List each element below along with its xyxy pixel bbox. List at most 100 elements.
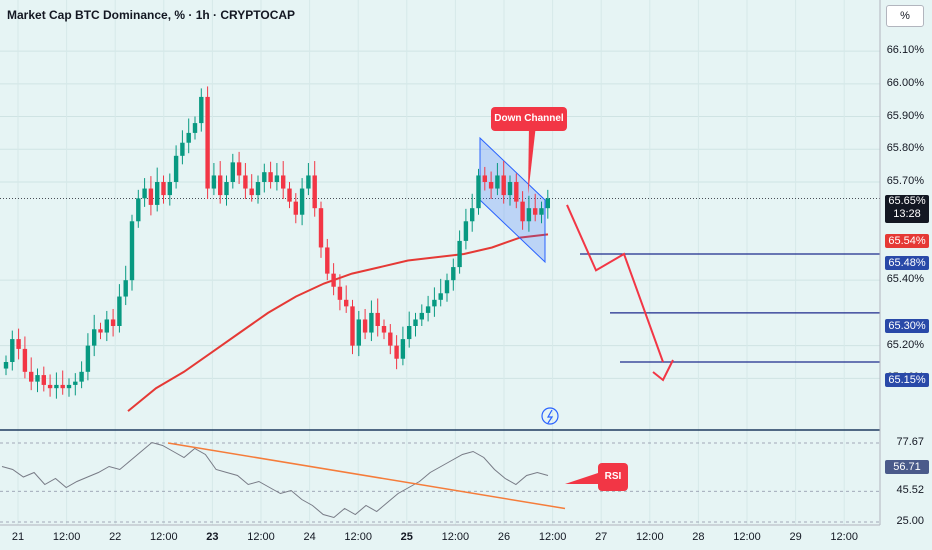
candle-body bbox=[205, 96, 210, 189]
projection-arrowhead bbox=[652, 359, 674, 382]
x-tick-label: 26 bbox=[497, 531, 511, 543]
ma-path bbox=[127, 233, 549, 412]
x-tick-label: 12:00 bbox=[344, 531, 372, 543]
x-tick-label: 12:00 bbox=[52, 531, 81, 543]
candle-body bbox=[167, 182, 172, 196]
candle-body bbox=[155, 182, 160, 205]
candle-body bbox=[514, 182, 519, 202]
candle-body bbox=[22, 348, 28, 372]
y-tick-label: 65.70% bbox=[886, 175, 924, 187]
rsi-callout: RSI bbox=[598, 463, 628, 491]
x-tick-label: 22 bbox=[109, 531, 122, 543]
candle-body bbox=[400, 339, 406, 359]
x-tick-label: 12:00 bbox=[441, 531, 470, 543]
candle-body bbox=[268, 172, 273, 182]
candle-body bbox=[73, 381, 78, 385]
candle-body bbox=[337, 286, 343, 300]
candle-body bbox=[350, 306, 355, 346]
candle-body bbox=[425, 306, 431, 313]
level-tag-3: 65.15% bbox=[885, 373, 929, 387]
rsi-trendline bbox=[167, 442, 566, 510]
candle-body bbox=[495, 175, 500, 189]
candle-body bbox=[117, 296, 122, 326]
rsi-tick-label: 25.00 bbox=[896, 515, 924, 527]
y-tick-label: 66.10% bbox=[886, 44, 924, 57]
candle-body bbox=[79, 371, 84, 382]
candle-body bbox=[136, 198, 141, 222]
rsi-tick-label: 45.52 bbox=[896, 484, 924, 497]
projection-path bbox=[566, 204, 674, 382]
candle-body bbox=[110, 319, 116, 326]
candle-body bbox=[451, 267, 456, 281]
candle-body bbox=[35, 375, 40, 382]
down-channel-callout: Down Channel bbox=[491, 107, 567, 131]
candle-body bbox=[224, 182, 229, 196]
candle-body bbox=[180, 142, 185, 156]
x-tick-label: 24 bbox=[303, 531, 316, 543]
candle-body bbox=[501, 175, 506, 196]
y-tick-label: 65.40% bbox=[886, 273, 924, 286]
candle-body bbox=[463, 221, 469, 241]
candle-body bbox=[236, 162, 242, 176]
candle-body bbox=[388, 332, 393, 346]
x-tick-label: 12:00 bbox=[636, 531, 664, 543]
candle-body bbox=[318, 208, 324, 248]
y-tick-label: 66.00% bbox=[886, 76, 924, 89]
candle-body bbox=[255, 182, 261, 196]
x-tick-label: 28 bbox=[692, 531, 705, 543]
candle-body bbox=[394, 345, 399, 359]
candle-body bbox=[218, 175, 223, 196]
candle-body bbox=[41, 375, 46, 385]
x-tick-label: 29 bbox=[789, 531, 802, 543]
candle-countdown: 13:28 bbox=[893, 208, 921, 220]
unit-toggle-button[interactable]: % bbox=[886, 5, 924, 27]
candle-body bbox=[85, 345, 91, 372]
candle-body bbox=[66, 384, 72, 389]
chart-title: Market Cap BTC Dominance, % · 1h · CRYPT… bbox=[7, 8, 296, 22]
candle-body bbox=[533, 208, 538, 215]
candle-body bbox=[507, 182, 513, 196]
candles bbox=[3, 86, 550, 399]
candle-body bbox=[299, 188, 305, 215]
candle-body bbox=[129, 221, 135, 281]
candle-body bbox=[381, 326, 387, 333]
candle-body bbox=[274, 175, 280, 182]
candle-body bbox=[312, 175, 317, 209]
candle-body bbox=[362, 319, 368, 333]
rsi-pane bbox=[0, 441, 880, 523]
candle-body bbox=[306, 175, 311, 189]
candle-body bbox=[331, 273, 336, 287]
rsi-current-tag: 56.71 bbox=[885, 460, 929, 474]
candle-body bbox=[438, 293, 443, 300]
candle-body bbox=[476, 175, 481, 209]
candle-body bbox=[520, 201, 525, 222]
ma-price-tag: 65.54% bbox=[885, 234, 929, 248]
candle-body bbox=[211, 175, 217, 189]
candle-body bbox=[488, 182, 494, 189]
candle-body bbox=[545, 198, 550, 209]
x-tick-label: 12:00 bbox=[830, 531, 858, 543]
replay-icon bbox=[541, 407, 559, 425]
candle-body bbox=[60, 384, 65, 389]
current-price-tag: 65.65% 13:28 bbox=[885, 195, 929, 223]
grid bbox=[0, 0, 880, 525]
candle-body bbox=[98, 329, 103, 333]
x-tick-label: 23 bbox=[206, 531, 219, 543]
candle-body bbox=[432, 299, 437, 307]
rsi-line bbox=[1, 441, 549, 519]
candle-body bbox=[173, 155, 179, 182]
support-levels bbox=[580, 253, 880, 363]
current-price-value: 65.65% bbox=[888, 195, 926, 207]
candle-body bbox=[470, 208, 475, 222]
candle-body bbox=[539, 208, 544, 215]
candle-body bbox=[161, 182, 166, 196]
candle-body bbox=[10, 339, 15, 362]
rsi-tick-label: 77.67 bbox=[896, 435, 924, 448]
x-tick-label: 27 bbox=[595, 531, 608, 543]
candle-body bbox=[47, 384, 53, 389]
candle-body bbox=[249, 188, 254, 196]
candle-body bbox=[375, 312, 380, 326]
level-tag-1: 65.48% bbox=[885, 256, 929, 270]
candle-body bbox=[344, 299, 349, 307]
